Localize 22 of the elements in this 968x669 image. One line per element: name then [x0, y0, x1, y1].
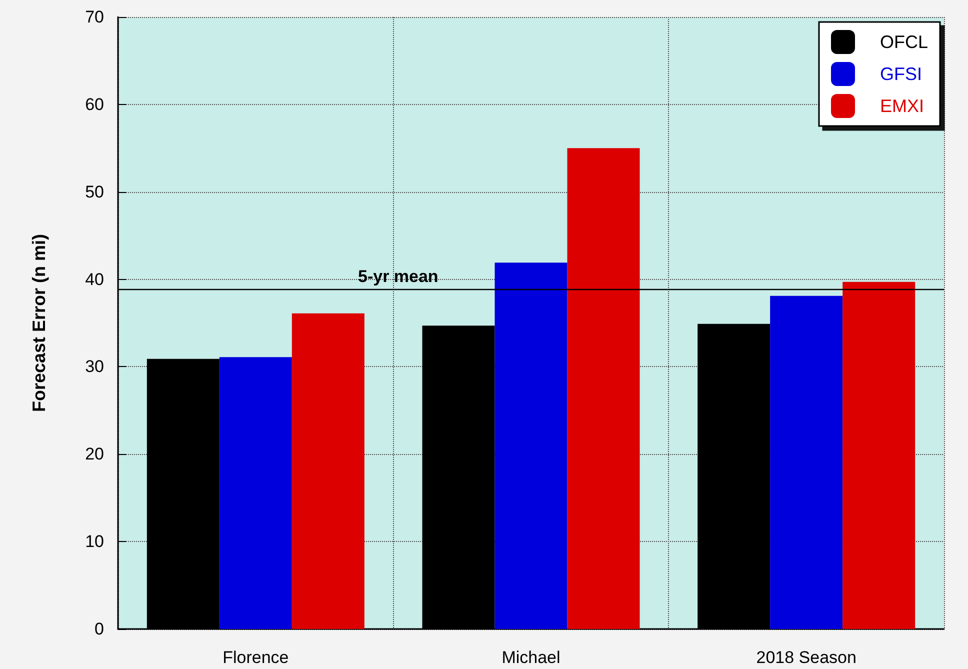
legend-label: EMXI: [880, 96, 924, 116]
x-tick-label: 2018 Season: [756, 648, 856, 667]
y-tick-label: 0: [94, 620, 104, 638]
y-axis-title: Forecast Error (n mi): [29, 234, 49, 412]
bar: [842, 282, 916, 629]
legend-label: OFCL: [880, 32, 928, 52]
bar: [219, 357, 292, 629]
bar: [494, 262, 568, 629]
x-tick-label: Florence: [222, 648, 289, 667]
y-tick-label: 10: [85, 532, 104, 552]
y-tick-label: 40: [85, 270, 104, 289]
y-tick-label: 50: [85, 182, 104, 202]
bar: [567, 148, 640, 629]
bar: [292, 313, 364, 629]
y-tick-label: 30: [85, 357, 104, 376]
y-tick-label: 20: [85, 444, 104, 464]
y-tick-label: 70: [85, 8, 104, 26]
y-tick-label: 60: [85, 94, 104, 114]
legend-label: GFSI: [880, 64, 922, 84]
bar: [770, 296, 843, 629]
x-tick-label: Michael: [502, 648, 560, 667]
ref-line-label: 5-yr mean: [358, 266, 438, 286]
